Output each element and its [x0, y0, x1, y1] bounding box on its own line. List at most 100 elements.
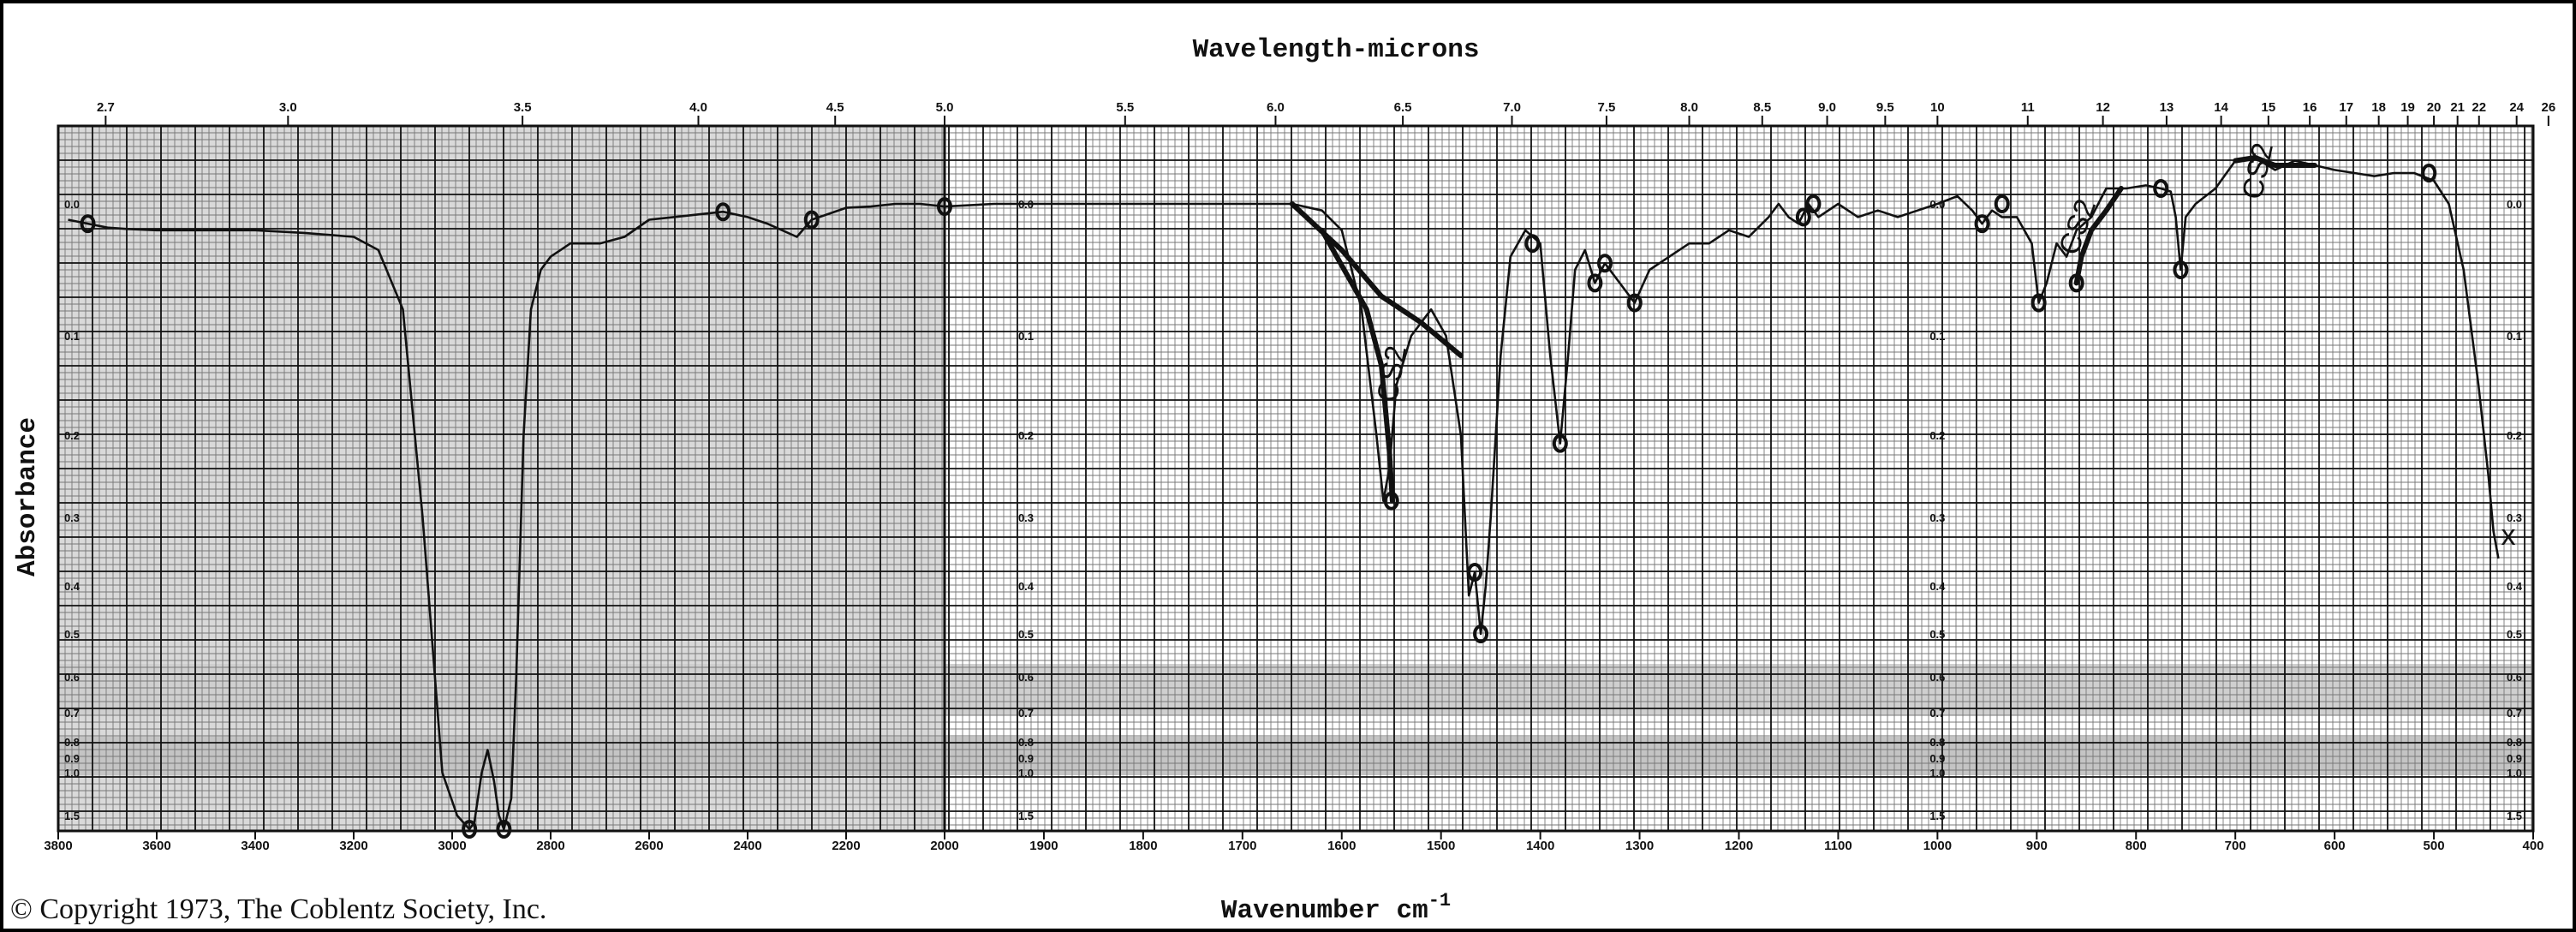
absorbance-tick-label: 0.2 [1018, 429, 1034, 442]
wavelength-tick-label: 8.5 [1753, 100, 1771, 115]
shaded-band-upper [58, 664, 2533, 715]
wavenumber-tick-label: 1900 [1029, 839, 1058, 853]
wavelength-tick-label: 13 [2160, 100, 2174, 115]
wavenumber-tick-label: 2400 [733, 839, 761, 853]
y-axis-title: Absorbance [13, 417, 43, 577]
absorbance-tick-label: 1.0 [1018, 767, 1034, 780]
wavenumber-tick-label: 3800 [44, 839, 72, 853]
absorbance-tick-label: 0.7 [1018, 707, 1034, 720]
peak-marker [1587, 273, 1603, 293]
peak-marker [715, 202, 731, 222]
x-axis-title-text: Wavenumber cm [1221, 896, 1428, 926]
peak-marker [496, 820, 512, 839]
absorbance-tick-label: 0.6 [64, 671, 80, 684]
absorbance-tick-label: 1.5 [1929, 810, 1945, 822]
pen-overlay-stroke [2233, 154, 2317, 168]
absorbance-tick-label: 0.7 [1929, 707, 1945, 720]
wavelength-tick-label: 15 [2261, 100, 2275, 115]
absorbance-tick-label: 0.8 [64, 736, 80, 749]
wavenumber-tick-label: 2200 [832, 839, 860, 853]
absorbance-tick-label: 0.5 [1018, 628, 1034, 641]
chart-title: Wavelength-microns [1193, 35, 1480, 65]
pen-overlay-stroke [1319, 227, 1395, 504]
absorbance-tick-label: 0.1 [1018, 330, 1034, 343]
wavenumber-tick-label: 1200 [1725, 839, 1753, 853]
peak-marker [1626, 293, 1643, 313]
absorbance-tick-label: 0.5 [1929, 628, 1945, 641]
wavenumber-tick-label: 1600 [1327, 839, 1356, 853]
peak-marker [1383, 491, 1399, 511]
absorbance-tick-label: 0.2 [64, 429, 80, 442]
absorbance-tick-label: 0.9 [64, 752, 80, 765]
wavenumber-tick-label: 1500 [1427, 839, 1455, 853]
wavenumber-tick-label: 400 [2522, 839, 2543, 853]
wavelength-tick-label: 7.0 [1503, 100, 1521, 115]
wavelength-tick-label: 9.0 [1818, 100, 1836, 115]
absorbance-tick-label: 1.0 [64, 767, 80, 780]
peak-marker [1596, 254, 1613, 273]
wavelength-tick-label: 21 [2450, 100, 2465, 115]
wavelength-tick-label: 5.0 [936, 100, 954, 115]
wavelength-tick-label: 5.5 [1116, 100, 1134, 115]
absorbance-tick-label: 0.3 [1018, 511, 1034, 524]
absorbance-tick-label: 1.0 [2507, 767, 2522, 780]
wavelength-tick-label: 6.0 [1267, 100, 1285, 115]
wavelength-tick-label: 6.5 [1394, 100, 1412, 115]
tick-label-layer: 3800 3600 3400 3200 3000 2800 2600 2400 2200 2000… [44, 100, 2555, 853]
wavenumber-tick-label: 2800 [536, 839, 564, 853]
absorbance-tick-label: 0.2 [2507, 429, 2522, 442]
peak-marker [462, 820, 478, 839]
peak-marker [2173, 260, 2189, 279]
absorbance-tick-label: 0.0 [64, 198, 80, 211]
absorbance-tick-label: 1.5 [64, 810, 80, 822]
wavelength-tick-label: 18 [2371, 100, 2386, 115]
absorbance-tick-label: 0.8 [2507, 736, 2522, 749]
x-axis-title-superscript: -1 [1428, 890, 1451, 911]
wavelength-tick-label: 20 [2427, 100, 2442, 115]
absorbance-tick-label: 0.3 [2507, 511, 2522, 524]
absorbance-tick-label: 0.1 [2507, 330, 2522, 343]
absorbance-tick-label: 0.4 [2507, 580, 2523, 593]
copyright-notice: © Copyright 1973, The Coblentz Society, … [10, 893, 546, 925]
wavenumber-tick-label: 1300 [1625, 839, 1654, 853]
wavelength-tick-label: 9.5 [1876, 100, 1894, 115]
wavelength-tick-label: 11 [2021, 100, 2035, 115]
absorbance-tick-label: 0.8 [1929, 736, 1945, 749]
wavelength-tick-label: 10 [1930, 100, 1945, 115]
handwritten-annotation: x [2501, 519, 2516, 552]
peak-marker [1795, 207, 1811, 227]
wavenumber-tick-label: 600 [2324, 839, 2346, 853]
wavelength-tick-label: 19 [2400, 100, 2415, 115]
peak-marker [1805, 194, 1822, 213]
peak-marker [1473, 624, 1489, 643]
wavelength-tick-label: 3.5 [514, 100, 532, 115]
wavelength-tick-label: 7.5 [1597, 100, 1615, 115]
x-axis-title: Wavenumber cm-1 [1221, 890, 1451, 926]
axis-layer [57, 124, 2535, 833]
wavenumber-tick-label: 1000 [1923, 839, 1952, 853]
absorbance-tick-label: 0.3 [64, 511, 80, 524]
grid-layer [57, 125, 2533, 831]
peak-marker [2030, 293, 2047, 313]
wavelength-tick-label: 4.5 [826, 100, 844, 115]
absorbance-tick-label: 0.4 [1018, 580, 1035, 593]
peak-marker-layer [80, 164, 2437, 839]
wavenumber-tick-label: 1100 [1824, 839, 1852, 853]
wavenumber-tick-label: 3400 [241, 839, 269, 853]
absorbance-tick-label: 0.2 [1929, 429, 1945, 442]
peak-marker [2153, 179, 2169, 198]
series-layer [68, 154, 2500, 831]
peak-marker [1974, 214, 1990, 234]
wavenumber-tick-label: 500 [2424, 839, 2445, 853]
wavenumber-tick-label: 700 [2225, 839, 2246, 853]
wavenumber-tick-label: 2600 [635, 839, 663, 853]
wavenumber-tick-label: 900 [2026, 839, 2048, 853]
absorbance-tick-label: 0.0 [2507, 198, 2522, 211]
absorbance-tick-label: 0.6 [2507, 671, 2522, 684]
wavenumber-tick-label: 1700 [1228, 839, 1256, 853]
absorbance-tick-label: 0.9 [2507, 752, 2522, 765]
plot-frame [57, 124, 2535, 833]
absorbance-tick-label: 0.1 [64, 330, 80, 343]
wavenumber-tick-label: 3200 [339, 839, 367, 853]
